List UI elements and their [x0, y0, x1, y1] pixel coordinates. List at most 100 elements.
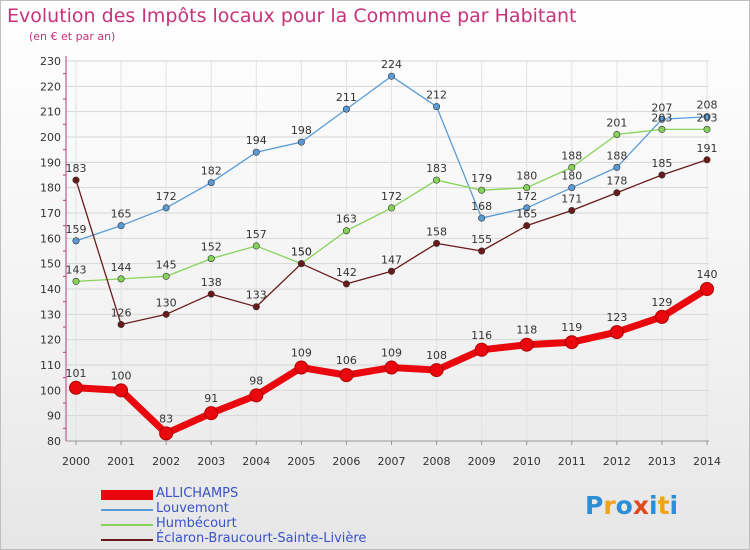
- data-label-humbecourt: 188: [561, 149, 582, 162]
- data-label-humbecourt: 183: [426, 162, 447, 175]
- data-point-eclaron-braucourt-sainte-liviere: [658, 171, 666, 179]
- data-point-louvemont: [72, 237, 80, 245]
- data-point-allichamps: [249, 388, 264, 403]
- y-tick-label: 170: [40, 207, 61, 220]
- x-tick-label: 2006: [332, 455, 360, 468]
- y-tick-label: 220: [40, 80, 61, 93]
- x-tick-label: 2002: [152, 455, 180, 468]
- y-tick-label: 110: [40, 359, 61, 372]
- data-point-eclaron-braucourt-sainte-liviere: [342, 280, 350, 288]
- legend-label: ALLICHAMPS: [156, 486, 239, 501]
- data-label-eclaron-braucourt-sainte-liviere: 155: [471, 233, 492, 246]
- chart-title: Evolution des Impôts locaux pour la Comm…: [7, 5, 577, 27]
- data-label-eclaron-braucourt-sainte-liviere: 178: [606, 175, 627, 188]
- x-tick-label: 2010: [513, 455, 541, 468]
- data-point-eclaron-braucourt-sainte-liviere: [297, 260, 305, 268]
- proxiti-logo: Proxiti: [585, 491, 678, 520]
- data-label-eclaron-braucourt-sainte-liviere: 165: [516, 208, 537, 221]
- data-label-eclaron-braucourt-sainte-liviere: 150: [291, 246, 312, 259]
- legend-label: Louvemont: [156, 501, 229, 516]
- data-label-eclaron-braucourt-sainte-liviere: 183: [66, 162, 87, 175]
- data-point-eclaron-braucourt-sainte-liviere: [523, 222, 531, 230]
- data-label-eclaron-braucourt-sainte-liviere: 158: [426, 225, 447, 238]
- data-label-humbecourt: 143: [66, 263, 87, 276]
- data-point-allichamps: [69, 380, 83, 395]
- data-point-humbecourt: [658, 125, 666, 133]
- x-tick-label: 2005: [287, 455, 315, 468]
- data-point-allichamps: [114, 383, 129, 398]
- data-point-eclaron-braucourt-sainte-liviere: [613, 189, 621, 197]
- data-label-louvemont: 198: [291, 124, 312, 137]
- data-label-louvemont: 212: [426, 89, 447, 102]
- x-tick-label: 2001: [107, 455, 135, 468]
- data-point-humbecourt: [568, 163, 576, 171]
- data-label-allichamps: 106: [336, 354, 357, 367]
- data-label-allichamps: 109: [291, 347, 312, 360]
- x-tick-label: 2012: [603, 455, 631, 468]
- data-point-humbecourt: [72, 277, 80, 285]
- data-point-louvemont: [658, 115, 666, 123]
- x-tick-label: 2011: [558, 455, 586, 468]
- data-point-eclaron-braucourt-sainte-liviere: [478, 247, 486, 255]
- legend-swatch: [101, 509, 153, 511]
- data-point-eclaron-braucourt-sainte-liviere: [703, 156, 711, 164]
- data-label-humbecourt: 163: [336, 213, 357, 226]
- data-label-eclaron-braucourt-sainte-liviere: 185: [651, 157, 672, 170]
- legend-swatch: [101, 539, 153, 541]
- logo-letter: i: [669, 491, 679, 520]
- data-point-allichamps: [609, 325, 624, 340]
- data-point-allichamps: [700, 282, 714, 296]
- data-point-louvemont: [703, 113, 711, 121]
- data-label-humbecourt: 157: [246, 228, 267, 241]
- data-label-eclaron-braucourt-sainte-liviere: 133: [246, 289, 267, 302]
- data-label-allichamps: 118: [516, 324, 537, 337]
- data-point-eclaron-braucourt-sainte-liviere: [72, 176, 80, 184]
- data-label-allichamps: 100: [111, 369, 132, 382]
- data-label-louvemont: 159: [66, 223, 87, 236]
- data-label-allichamps: 98: [249, 374, 263, 387]
- y-tick-label: 150: [40, 258, 61, 271]
- data-point-allichamps: [294, 360, 309, 375]
- data-label-allichamps: 123: [606, 311, 627, 324]
- y-tick-label: 180: [40, 182, 61, 195]
- x-tick-label: 2003: [197, 455, 225, 468]
- x-tick-label: 2004: [242, 455, 270, 468]
- data-label-humbecourt: 144: [111, 261, 132, 274]
- data-point-eclaron-braucourt-sainte-liviere: [568, 206, 576, 214]
- legend-swatch: [101, 490, 153, 500]
- data-point-louvemont: [613, 163, 621, 171]
- logo-letter: i: [649, 491, 658, 520]
- data-label-humbecourt: 203: [697, 111, 718, 124]
- y-tick-label: 130: [40, 308, 61, 321]
- data-label-eclaron-braucourt-sainte-liviere: 147: [381, 253, 402, 266]
- y-tick-label: 80: [47, 435, 61, 448]
- y-tick-label: 190: [40, 156, 61, 169]
- data-point-humbecourt: [523, 184, 531, 192]
- data-point-humbecourt: [207, 255, 215, 263]
- data-label-louvemont: 172: [156, 190, 177, 203]
- chart-subtitle: (en € et par an): [29, 30, 116, 43]
- y-tick-label: 210: [40, 106, 61, 119]
- logo-letter: t: [657, 491, 670, 520]
- data-label-humbecourt: 179: [471, 172, 492, 185]
- y-tick-label: 200: [40, 131, 61, 144]
- data-label-allichamps: 119: [561, 321, 582, 334]
- data-label-louvemont: 180: [561, 170, 582, 183]
- x-tick-label: 2014: [693, 455, 721, 468]
- data-label-eclaron-braucourt-sainte-liviere: 142: [336, 266, 357, 279]
- data-point-louvemont: [117, 222, 125, 230]
- data-point-louvemont: [252, 148, 260, 156]
- y-tick-label: 230: [40, 55, 61, 68]
- legend-label: Humbécourt: [156, 516, 237, 531]
- data-label-louvemont: 194: [246, 134, 267, 147]
- data-label-allichamps: 91: [204, 392, 218, 405]
- data-point-allichamps: [474, 342, 489, 357]
- data-label-humbecourt: 145: [156, 258, 177, 271]
- data-label-allichamps: 116: [471, 329, 492, 342]
- data-label-louvemont: 182: [201, 165, 222, 178]
- data-point-eclaron-braucourt-sainte-liviere: [433, 239, 441, 247]
- logo-letter: o: [615, 491, 633, 520]
- logo-letter: r: [603, 491, 616, 520]
- data-label-eclaron-braucourt-sainte-liviere: 171: [561, 192, 582, 205]
